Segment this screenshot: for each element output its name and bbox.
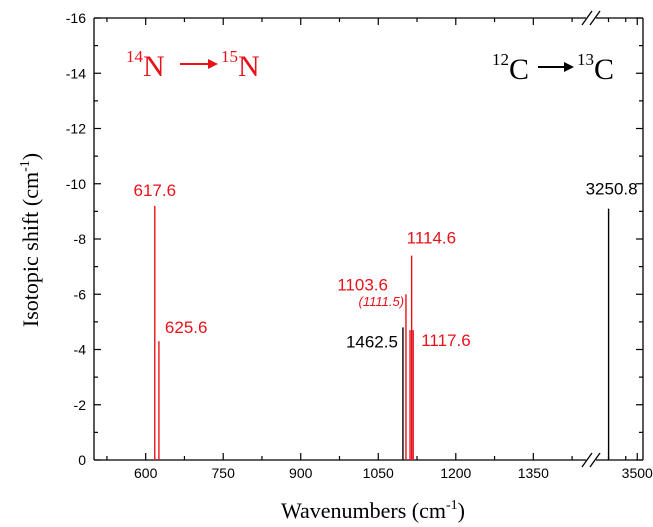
peak-label-0-5: 1117.6 [421,331,470,350]
x-tick-label: 1050 [363,465,394,481]
y-axis-ticks: 0 -2 -4 -6 -8 -10 -12 -14 -16 [66,10,643,468]
data-bars [154,205,610,460]
plot-frame [93,10,644,468]
x-tick-label: 900 [289,465,313,481]
nitrogen-arrow-head [208,59,218,69]
x-axis-ticks: 600 750 900 1050 1200 1350 3500 [106,18,653,481]
y-tick-label: -8 [74,231,87,247]
svg-text:15N: 15N [221,47,260,83]
nitrogen-isotope-annotation: 14N 15N [126,47,260,83]
carbon-isotope-annotation: 12C 13C [492,50,614,86]
x-axis-title: Wavenumbers (cm-1) [281,498,465,523]
y-tick-label: -10 [66,176,86,192]
y-tick-label: -16 [66,10,86,26]
peak-label-0-2: 1103.6 [337,275,388,294]
peak-label-1-0: 1462.5 [346,332,398,351]
x-tick-label: 3500 [622,465,653,481]
axis-break-mark-top-2 [589,10,601,26]
peak-label-0-0: 617.6 [134,181,177,200]
axis-break-mark-bottom-2 [589,452,601,468]
y-tick-label: -6 [74,286,87,302]
y-axis-title: Isotopic shift (cm-1) [18,153,43,327]
y-tick-label: 0 [78,452,86,468]
data-labels: 617.6 625.6 1103.6(1111.5) 1114.6 1117.6 1462… [134,180,638,352]
y-tick-label: -2 [74,397,87,413]
x-tick-label: 600 [134,465,158,481]
svg-text:13C: 13C [577,50,614,86]
x-tick-label: 750 [212,465,236,481]
peak-label-1-1: 3250.8 [586,180,638,199]
peak-label-0-3: (1111.5) [359,294,405,309]
peak-label-0-1: 625.6 [165,318,208,337]
peak-label-0-4: 1114.6 [407,229,456,248]
x-tick-label: 1200 [440,465,471,481]
y-tick-label: -4 [74,342,87,358]
svg-text:14N: 14N [126,47,165,83]
carbon-arrow-head [564,62,574,72]
axis-break-mark-bottom-1 [581,452,593,468]
svg-text:12C: 12C [492,50,529,86]
y-tick-label: -14 [66,65,86,81]
axis-break-mark-top-1 [581,10,593,26]
x-tick-label: 1350 [518,465,549,481]
y-tick-label: -12 [66,121,86,137]
